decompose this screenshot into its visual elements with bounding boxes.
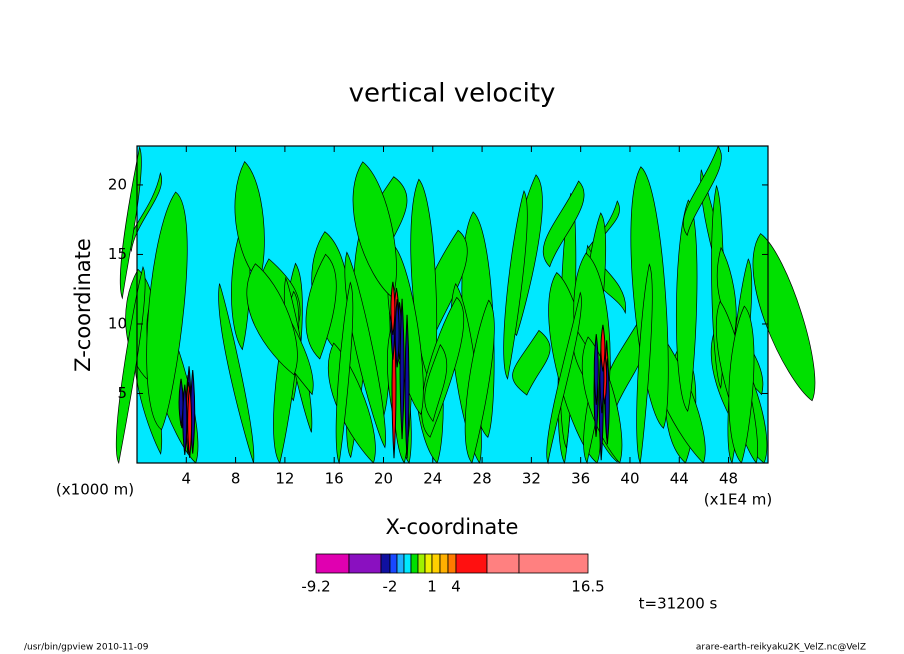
field-core	[390, 281, 396, 336]
field-region	[305, 253, 337, 360]
x-tick-label: 4	[182, 470, 192, 488]
field-region	[676, 199, 698, 412]
footer-left: /usr/bin/gpview 2010-11-09	[24, 643, 149, 653]
field-region	[424, 344, 448, 423]
field-region	[512, 329, 551, 396]
field-region	[116, 266, 146, 465]
y-tick-label: 5	[117, 384, 127, 402]
x-tick-label: 36	[571, 470, 590, 488]
field-core	[394, 299, 400, 368]
colorbar-tick-label: 4	[451, 578, 461, 596]
colorbar-tick-label: 16.5	[571, 578, 604, 596]
field-region	[682, 145, 722, 237]
x-tick-label: 48	[719, 470, 738, 488]
colorbar-segment	[348, 553, 382, 574]
colorbar-segment	[410, 553, 419, 574]
colorbar-segment	[315, 553, 350, 574]
x-tick-label: 32	[522, 470, 541, 488]
footer-right: arare-earth-reikyaku2K_VelZ.nc@VelZ	[696, 643, 866, 653]
colorbar-tick-label: -2	[383, 578, 398, 596]
y-tick-label: 10	[108, 314, 127, 332]
field-region	[542, 180, 585, 268]
x-tick-label: 24	[423, 470, 442, 488]
x-tick-label: 20	[374, 470, 393, 488]
colorbar-segment	[389, 553, 398, 574]
colorbar-segment	[486, 553, 520, 574]
colorbar-tick-label: -9.2	[301, 578, 330, 596]
field-region	[146, 191, 188, 431]
x-unit-left: (x1000 m)	[56, 481, 134, 499]
colorbar-segment	[447, 553, 457, 574]
x-axis-label: X-coordinate	[386, 515, 519, 539]
x-tick-label: 16	[325, 470, 344, 488]
colorbar-segment	[518, 553, 589, 574]
colorbar-segment	[424, 553, 433, 574]
chart-title: vertical velocity	[349, 79, 556, 109]
field-core	[600, 324, 606, 372]
field-core	[187, 386, 193, 458]
field-region	[387, 244, 424, 415]
colorbar-segment	[417, 553, 426, 574]
x-unit-right: (x1E4 m)	[704, 491, 773, 509]
x-tick-label: 40	[620, 470, 639, 488]
field-region	[246, 263, 298, 376]
field-core	[404, 314, 410, 459]
field-region	[129, 172, 163, 253]
colorbar: -9.2 -2 1 4 16.5	[301, 553, 605, 596]
colorbar-segment	[455, 553, 488, 574]
x-tick-label: 28	[473, 470, 492, 488]
y-axis-label: Z-coordinate	[71, 238, 95, 372]
colorbar-segment	[380, 553, 391, 574]
x-tick-label: 44	[670, 470, 689, 488]
contour-field	[116, 145, 816, 465]
field-region	[119, 146, 142, 300]
field-core	[182, 384, 188, 456]
field-core	[178, 378, 184, 426]
colorbar-tick-label: 1	[427, 578, 437, 596]
colorbar-segment	[439, 553, 449, 574]
colorbar-segment	[403, 553, 412, 574]
x-tick-label: 8	[231, 470, 241, 488]
y-tick-label: 15	[108, 245, 127, 263]
time-label: t=31200 s	[639, 595, 718, 613]
plot-frame	[136, 145, 769, 464]
field-core	[399, 298, 405, 440]
colorbar-segment	[396, 553, 405, 574]
field-core	[593, 334, 599, 405]
field-region	[503, 190, 528, 380]
x-tick-label: 12	[275, 470, 294, 488]
y-tick-label: 20	[108, 175, 127, 193]
colorbar-segment	[431, 553, 441, 574]
